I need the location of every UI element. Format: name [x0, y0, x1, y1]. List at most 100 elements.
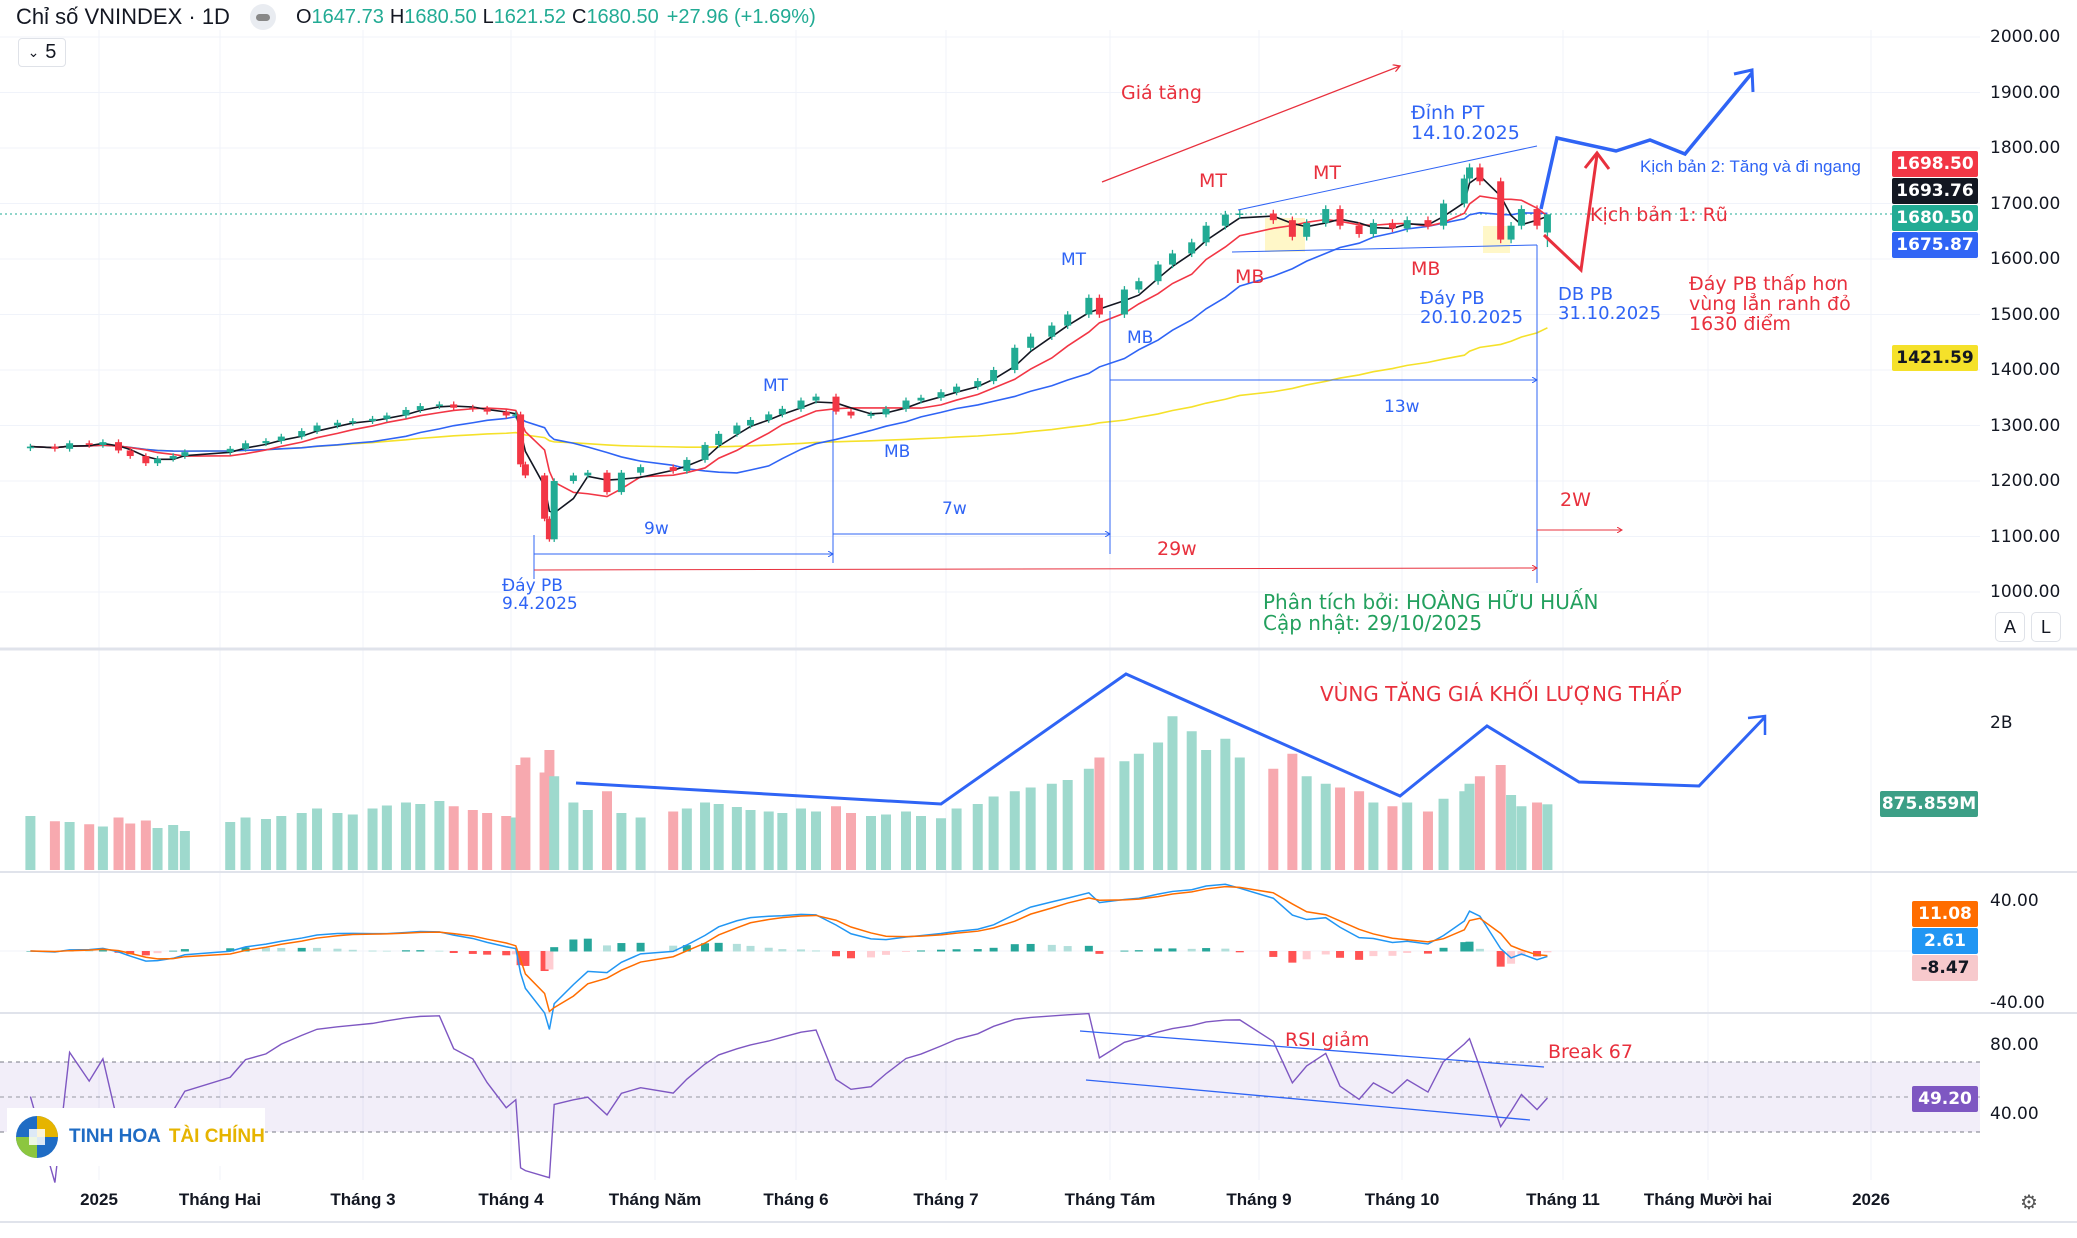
scenario-1-path[interactable] [1542, 154, 1599, 274]
annotation-mt[interactable]: MT [1199, 170, 1227, 192]
candle-body [747, 419, 755, 426]
high-label: H [389, 5, 405, 28]
annotation-mt[interactable]: MT [1061, 250, 1087, 270]
macd-histogram-bar [636, 942, 645, 952]
volume-bar [1387, 806, 1398, 870]
candle-body [1168, 253, 1176, 265]
hide-icon[interactable] [249, 4, 276, 30]
annotation-kich-ban-2[interactable]: Kịch bản 2: Tăng và đi ngang [1640, 157, 1861, 176]
macd-histogram-bar [569, 939, 578, 952]
candle-body [832, 396, 840, 412]
price-badge: 1421.59 [1892, 345, 1978, 371]
annotation-29w[interactable]: 29w [1157, 538, 1197, 560]
candle-body [1027, 336, 1035, 348]
annotation-rsi-note[interactable]: RSI giảm [1285, 1029, 1370, 1051]
settings-gear-icon[interactable]: ⚙ [2020, 1192, 2038, 1214]
annotation-9w[interactable]: 9w [644, 519, 669, 539]
annotation-volume-note[interactable]: VÙNG TĂNG GIÁ KHỐI LƯỢNG THẤP [1320, 682, 1682, 706]
candle-body [226, 448, 234, 453]
annotation-7w[interactable]: 7w [942, 499, 967, 519]
macd-histogram-bar [1063, 946, 1072, 952]
candle-body [974, 381, 982, 387]
price-axis-label: 1300.00 [1990, 415, 2061, 436]
log-scale-button[interactable]: L [2031, 612, 2061, 642]
macd-histogram-bar [449, 951, 458, 954]
volume-bar [1119, 761, 1130, 870]
channel-lower-line[interactable] [1231, 244, 1538, 253]
rsi-pane [29, 1012, 1548, 1183]
volume-bar [434, 801, 445, 870]
macd-histogram-bar [902, 951, 910, 952]
time-axis-label: Tháng 7 [913, 1190, 979, 1209]
price-axis-label: 2000.00 [1990, 27, 2061, 47]
annotation-break[interactable]: Break 67 [1548, 1041, 1633, 1063]
rsi-badge: 49.20 [1912, 1086, 1978, 1112]
annotation-mb[interactable]: MB [1235, 266, 1265, 288]
change-value: +27.96 (+1.69%) [666, 5, 816, 28]
ma-yellow-line [30, 327, 1548, 452]
candle-body [882, 408, 890, 415]
annotation-mb[interactable]: MB [884, 442, 911, 462]
time-axis-label: Tháng 9 [1226, 1190, 1292, 1209]
macd-histogram-bar [1120, 950, 1129, 952]
volume-bar [1542, 804, 1553, 870]
annotation-mb[interactable]: MB [1411, 258, 1441, 280]
macd-histogram-bar [1084, 945, 1093, 952]
macd-histogram-bar [180, 949, 189, 952]
volume-bar [1516, 806, 1527, 870]
macd-histogram-bar [169, 950, 178, 952]
annotation-13w[interactable]: 13w [1384, 397, 1420, 417]
volume-trend-path[interactable] [575, 672, 1767, 806]
rsi-upper-trendline[interactable] [1079, 1030, 1545, 1068]
annotation-kich-ban-1[interactable]: Kịch bản 1: Rũ [1590, 204, 1728, 226]
time-axis-label: Tháng 6 [763, 1190, 829, 1209]
volume-bar [25, 816, 36, 870]
annotation-db-pb[interactable]: DB PB 31.10.2025 [1558, 285, 1662, 324]
candle-body [617, 472, 625, 493]
macd-histogram-bar [483, 951, 492, 955]
annotation-author[interactable]: Phân tích bởi: HOÀNG HỮU HUẤN Cập nhật: 2… [1263, 592, 1598, 634]
macd-histogram-bar [682, 945, 691, 952]
annotation-gia-tang[interactable]: Giá tăng [1121, 82, 1202, 104]
scenario-2-path[interactable] [1539, 71, 1754, 210]
candle-body [1388, 222, 1396, 229]
annotation-day-pb-1020[interactable]: Đáy PB 20.10.2025 [1420, 289, 1523, 328]
legend-toggle-button[interactable]: ⌄ 5 [18, 38, 66, 67]
annotation-dinh-pt[interactable]: Đỉnh PT 14.10.2025 [1411, 103, 1520, 144]
annotation-day-pb-0409[interactable]: Đáy PB 9.4.2025 [502, 577, 578, 614]
candle-body [1497, 181, 1505, 240]
candle-body [1460, 178, 1468, 204]
volume-bar [616, 813, 627, 870]
annotation-2w[interactable]: 2W [1560, 489, 1591, 511]
volume-bar [1062, 780, 1073, 870]
volume-bar [1220, 738, 1231, 870]
annotation-mt[interactable]: MT [763, 376, 789, 396]
macd-histogram-bar [847, 951, 855, 959]
annotation-mb[interactable]: MB [1127, 328, 1154, 348]
symbol-title[interactable]: Chỉ số VNINDEX · 1D [16, 4, 230, 29]
candle-body [1011, 347, 1019, 370]
macd-histogram-bar [1423, 951, 1432, 954]
drawings[interactable] [533, 66, 1767, 1121]
date: 31.10.2025 [1558, 302, 1662, 324]
volume-bar [113, 817, 124, 870]
macd-histogram-bar [1269, 951, 1278, 957]
candle-body [502, 411, 510, 416]
macd-histogram-bar [297, 947, 306, 952]
volume-bar [1438, 798, 1449, 870]
candle-body [333, 422, 341, 426]
candle-body [701, 444, 709, 460]
annotation-note[interactable]: Đáy PB thấp hơn vùng lẳn ranh đỏ 1630 điểm [1689, 274, 1851, 335]
annotation-mt[interactable]: MT [1313, 162, 1341, 184]
auto-scale-button[interactable]: A [1995, 612, 2025, 642]
volume-bar [501, 816, 512, 870]
trend-arrow-gia-tang[interactable] [1101, 66, 1400, 183]
macd-axis-top: 40.00 [1990, 891, 2039, 911]
range-29w[interactable] [533, 568, 1537, 570]
channel-upper-line[interactable] [1237, 145, 1538, 211]
candle-body [1236, 213, 1244, 215]
rsi-lower-trendline[interactable] [1085, 1079, 1531, 1121]
candle-body [715, 433, 723, 445]
price-axis-label: 1500.00 [1990, 304, 2061, 325]
